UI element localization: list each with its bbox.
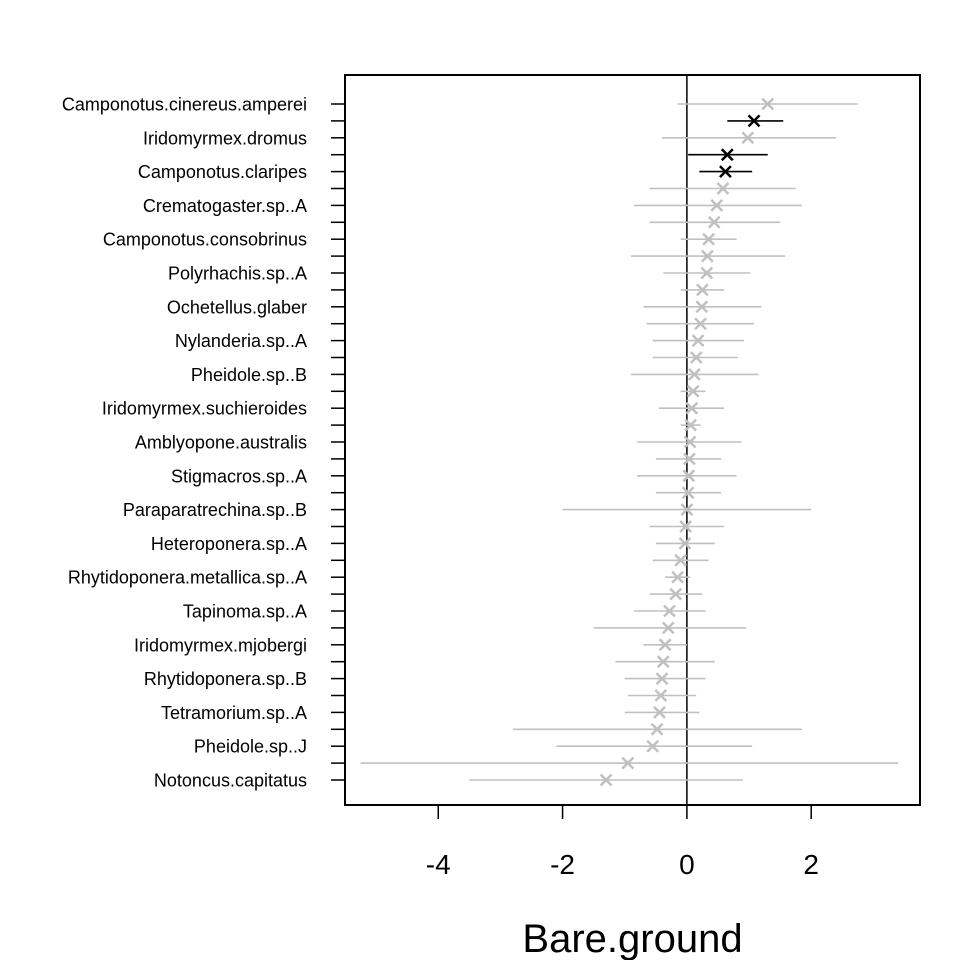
- estimate-point: [669, 587, 683, 601]
- y-tick-label: Camponotus.consobrinus: [103, 230, 307, 250]
- estimate-point: [682, 452, 696, 466]
- x-tick-label: -4: [426, 849, 451, 880]
- y-tick-label: Rhytidoponera.sp..B: [144, 669, 307, 689]
- estimate-point: [719, 165, 732, 178]
- estimate-point: [646, 739, 660, 753]
- y-tick-label: Iridomyrmex.suchieroides: [102, 399, 307, 419]
- plot-frame: [344, 74, 921, 806]
- y-axis: Camponotus.cinereus.amperei Iridomyrmex.d…: [62, 95, 345, 791]
- estimate-point: [674, 553, 688, 567]
- y-tick-label: Iridomyrmex.dromus: [143, 128, 307, 148]
- y-tick-label: Camponotus.claripes: [138, 162, 307, 182]
- y-tick-label: Crematogaster.sp..A: [143, 196, 307, 216]
- estimate-point: [656, 655, 670, 669]
- estimate-point: [654, 689, 668, 702]
- estimate-point: [682, 469, 696, 483]
- x-tick-label: 0: [679, 849, 695, 880]
- estimate-point: [671, 570, 684, 584]
- x-tick-label: -2: [550, 849, 575, 880]
- y-tick-label: Heteroponera.sp..A: [151, 534, 307, 554]
- estimate-point: [710, 199, 724, 212]
- y-tick-label: Stigmacros.sp..A: [171, 466, 307, 486]
- estimate-point: [720, 148, 734, 162]
- y-tick-label: Pheidole.sp..B: [191, 365, 307, 385]
- y-tick-label: Camponotus.cinereus.amperei: [62, 95, 307, 115]
- y-tick-label: Paraparatrechina.sp..B: [123, 500, 307, 520]
- x-axis-label: Bare.ground: [522, 917, 742, 960]
- estimate-point: [679, 520, 693, 533]
- estimate-point: [683, 435, 697, 449]
- y-tick-label: Ochetellus.glaber: [167, 297, 307, 317]
- estimate-point: [655, 672, 669, 685]
- estimate-point: [701, 249, 714, 263]
- estimate-point: [650, 722, 664, 736]
- y-tick-label: Pheidole.sp..J: [194, 737, 307, 757]
- y-tick-label: Tapinoma.sp..A: [183, 602, 307, 622]
- estimate-point: [686, 384, 700, 398]
- estimate-point: [696, 283, 709, 297]
- estimate-point: [680, 503, 694, 516]
- y-tick-label: Notoncus.capitatus: [154, 771, 307, 791]
- estimate-point: [658, 638, 672, 652]
- estimate-point: [685, 401, 699, 415]
- estimate-point: [694, 317, 707, 331]
- estimate-point: [691, 334, 705, 347]
- estimate-point: [684, 418, 698, 432]
- estimate-point: [702, 232, 716, 246]
- y-tick-label: Polyrhachis.sp..A: [168, 264, 307, 284]
- y-tick-label: Nylanderia.sp..A: [175, 331, 307, 351]
- x-axis: -4 -2 0 2: [426, 805, 819, 880]
- estimate-point: [653, 706, 666, 719]
- estimate-point: [621, 756, 635, 770]
- estimate-point: [695, 300, 709, 314]
- y-tick-label: Iridomyrmex.mjobergi: [134, 635, 307, 655]
- estimate-point: [689, 351, 703, 364]
- estimate-point: [747, 114, 761, 128]
- x-tick-label: 2: [803, 849, 819, 880]
- estimate-point: [687, 368, 701, 381]
- marker-layer: [719, 114, 761, 178]
- estimate-point: [599, 773, 613, 787]
- estimate-point: [707, 215, 721, 229]
- estimate-point: [678, 537, 692, 550]
- estimate-point: [716, 182, 730, 195]
- interval-layer: [360, 97, 899, 787]
- estimate-point: [681, 486, 695, 500]
- y-tick-label: Rhytidoponera.metallica.sp..A: [68, 568, 307, 588]
- estimate-point: [741, 131, 755, 145]
- estimate-point: [661, 621, 675, 635]
- estimate-point: [700, 266, 714, 280]
- y-tick-label: Tetramorium.sp..A: [161, 703, 307, 723]
- estimate-point: [761, 97, 775, 111]
- y-tick-label: Amblyopone.australis: [135, 433, 307, 453]
- estimate-point: [663, 604, 676, 618]
